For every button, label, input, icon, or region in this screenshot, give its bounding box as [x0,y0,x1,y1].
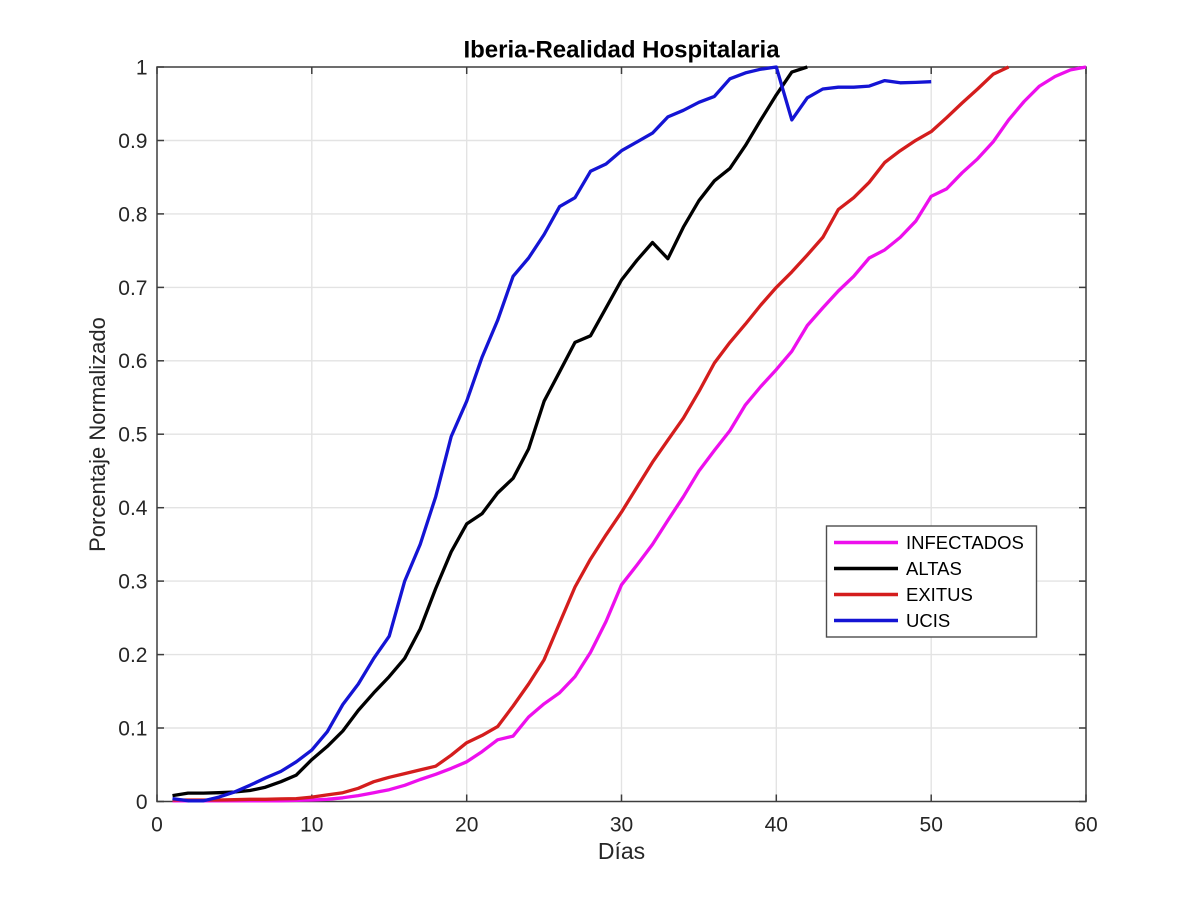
svg-text:40: 40 [765,814,788,837]
svg-text:0: 0 [136,791,148,814]
svg-text:60: 60 [1074,814,1097,837]
svg-text:0.9: 0.9 [118,130,147,153]
svg-text:UCIS: UCIS [906,610,950,631]
svg-text:0.6: 0.6 [118,350,147,373]
svg-text:0: 0 [151,814,163,837]
svg-text:0.2: 0.2 [118,644,147,667]
svg-text:0.5: 0.5 [118,424,147,447]
svg-text:10: 10 [300,814,323,837]
svg-text:ALTAS: ALTAS [906,558,962,579]
svg-text:0.8: 0.8 [118,203,147,226]
svg-text:20: 20 [455,814,478,837]
svg-text:Días: Días [598,838,645,864]
svg-text:30: 30 [610,814,633,837]
svg-text:INFECTADOS: INFECTADOS [906,532,1024,553]
svg-text:EXITUS: EXITUS [906,584,973,605]
svg-text:0.4: 0.4 [118,497,148,520]
svg-text:50: 50 [920,814,943,837]
svg-text:Iberia-Realidad Hospitalaria: Iberia-Realidad Hospitalaria [463,37,780,64]
svg-text:0.3: 0.3 [118,571,147,594]
svg-text:0.7: 0.7 [118,277,147,300]
svg-text:1: 1 [136,56,148,79]
svg-text:Porcentaje Normalizado: Porcentaje Normalizado [85,317,110,552]
svg-text:0.1: 0.1 [118,717,147,740]
